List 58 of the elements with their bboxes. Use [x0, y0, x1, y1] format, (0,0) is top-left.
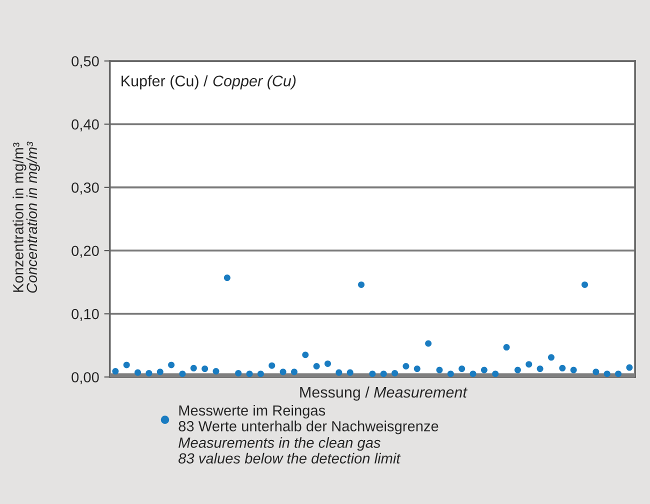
y-tick-label: 0,50 [72, 56, 99, 68]
point [480, 366, 488, 374]
point [536, 366, 544, 372]
point [492, 370, 499, 377]
point [179, 370, 186, 377]
point [369, 370, 376, 377]
point [559, 364, 566, 372]
point [626, 364, 633, 371]
point [246, 370, 253, 377]
point [280, 368, 286, 376]
point [336, 369, 342, 376]
point [392, 370, 398, 376]
y-tick-label: 0,10 [72, 308, 99, 321]
point [615, 370, 622, 377]
point [425, 340, 432, 347]
point [290, 368, 298, 376]
x-axis-title: Messung / Measurement [300, 386, 468, 401]
point [146, 370, 152, 376]
y-tick-label: 0,00 [72, 372, 99, 384]
point [402, 362, 410, 370]
point [257, 370, 264, 377]
y-axis-title: Konzentration in mg/m³ Concentration in mg/m³ [12, 142, 40, 293]
point [302, 352, 309, 358]
point [346, 369, 354, 376]
point [548, 354, 554, 361]
point [268, 362, 276, 369]
point [447, 370, 454, 377]
point [324, 360, 332, 367]
point [414, 366, 420, 372]
point [224, 274, 230, 282]
point [358, 281, 365, 288]
point [503, 344, 510, 351]
y-tick-label: 0,20 [72, 246, 99, 258]
y-tick-label: 0,30 [72, 182, 99, 195]
point [436, 366, 443, 374]
text: Measurements in the clean gas 83 values below the detection limit [178, 437, 401, 464]
point [212, 368, 220, 375]
point [380, 370, 387, 377]
point [514, 366, 521, 374]
point [123, 362, 130, 368]
point [134, 369, 142, 376]
text: Kupfer (Cu) / Copper (Cu) [122, 75, 296, 90]
point [604, 370, 610, 377]
point [458, 366, 466, 372]
point [190, 364, 197, 372]
point [470, 370, 476, 377]
point [582, 281, 588, 288]
point [235, 370, 242, 376]
point [168, 362, 175, 368]
y-tick-label: 0,40 [72, 119, 99, 132]
point [202, 366, 208, 372]
point [112, 368, 119, 375]
point [526, 361, 532, 368]
legend-label: Messwerte im Reingas 83 Werte unterhalb der Nachweisgrenze [178, 404, 438, 434]
point [313, 362, 320, 370]
point [156, 368, 164, 376]
point [570, 366, 577, 374]
point [592, 368, 600, 376]
